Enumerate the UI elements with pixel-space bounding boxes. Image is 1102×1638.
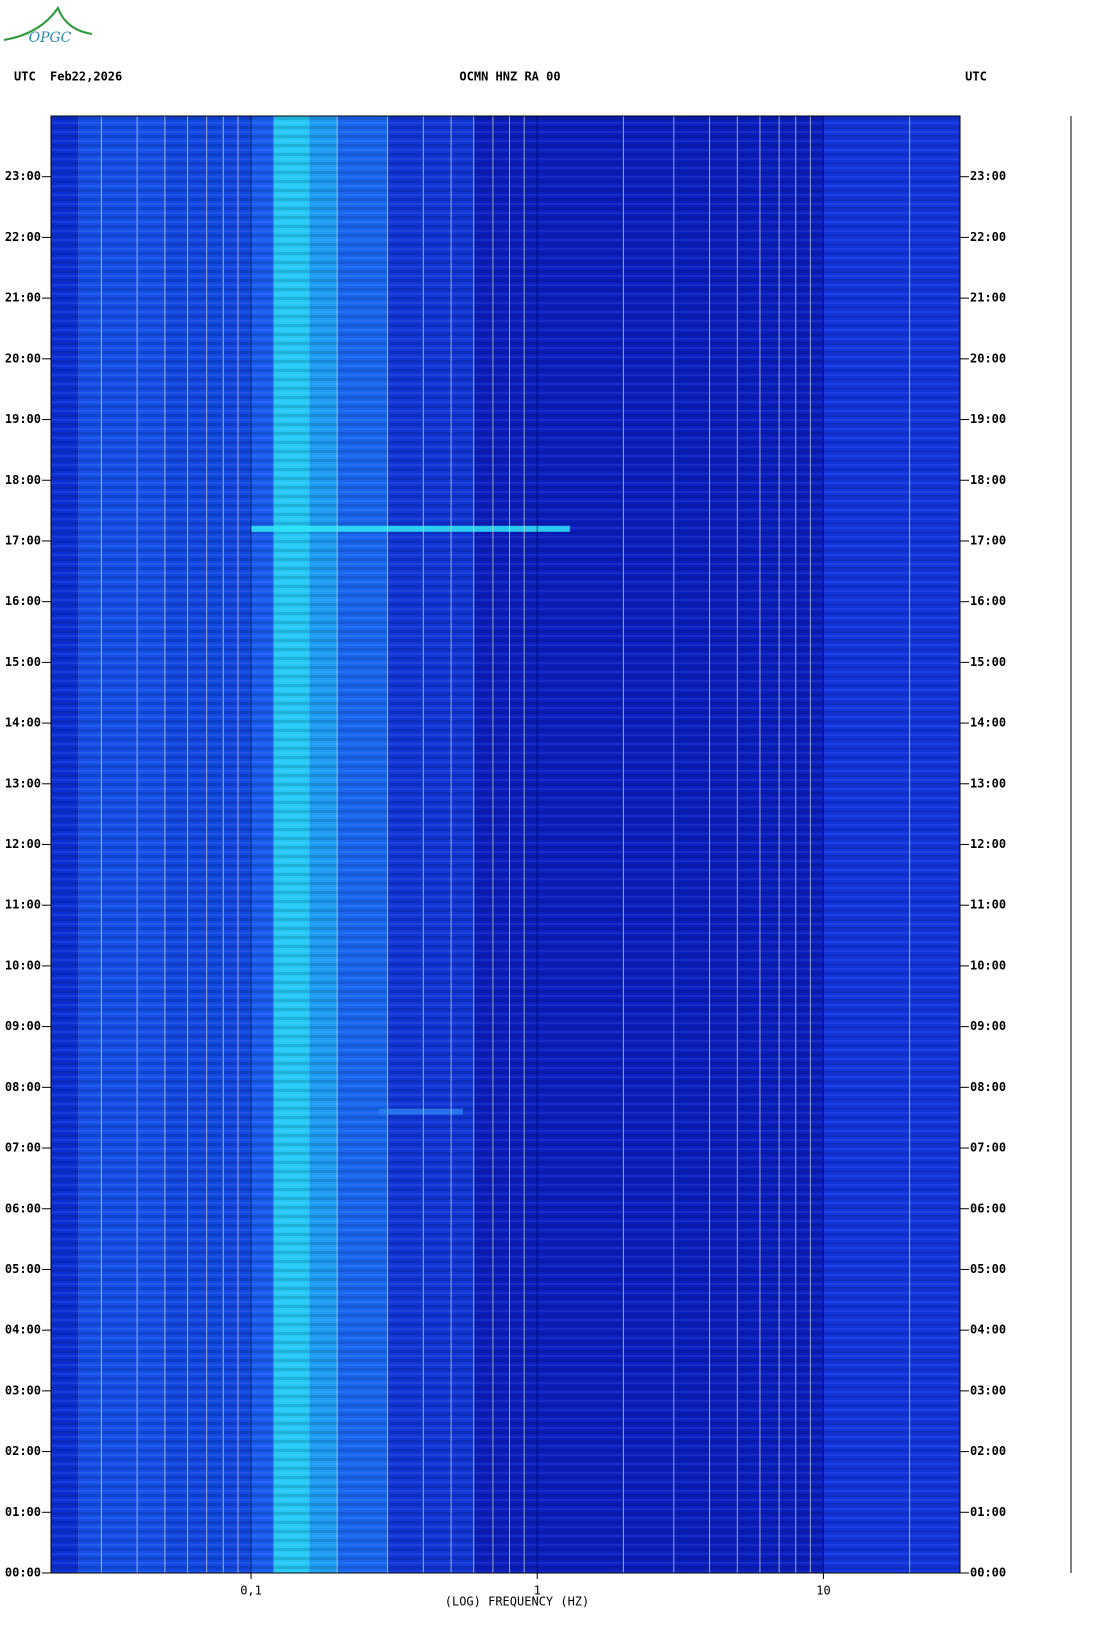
y-tick-label: 22:00 <box>5 230 41 244</box>
y-tick-label-right: 20:00 <box>970 351 1006 365</box>
y-tick-label-right: 04:00 <box>970 1323 1006 1337</box>
y-tick-label-right: 19:00 <box>970 412 1006 426</box>
y-tick-label: 23:00 <box>5 169 41 183</box>
y-tick-label-right: 00:00 <box>970 1566 1006 1580</box>
y-tick-label-right: 17:00 <box>970 533 1006 547</box>
y-tick-label: 14:00 <box>5 716 41 730</box>
y-tick-label: 18:00 <box>5 473 41 487</box>
x-tick-label: 10 <box>816 1584 830 1598</box>
y-tick-label: 15:00 <box>5 655 41 669</box>
y-tick-label: 01:00 <box>5 1505 41 1519</box>
y-tick-label-right: 08:00 <box>970 1080 1006 1094</box>
y-tick-label-right: 02:00 <box>970 1444 1006 1458</box>
y-tick-label: 19:00 <box>5 412 41 426</box>
y-tick-label-right: 15:00 <box>970 655 1006 669</box>
y-tick-label-right: 22:00 <box>970 230 1006 244</box>
y-tick-label-right: 23:00 <box>970 169 1006 183</box>
y-tick-label-right: 06:00 <box>970 1201 1006 1215</box>
x-tick-label: 0,1 <box>240 1584 262 1598</box>
plot-frame <box>50 115 961 1574</box>
y-tick-label-right: 21:00 <box>970 291 1006 305</box>
y-tick-label-right: 10:00 <box>970 958 1006 972</box>
y-tick-label-right: 18:00 <box>970 473 1006 487</box>
texture <box>51 116 960 1573</box>
y-tick-label-right: 05:00 <box>970 1262 1006 1276</box>
y-tick-label: 04:00 <box>5 1323 41 1337</box>
y-tick-label-right: 16:00 <box>970 594 1006 608</box>
y-tick-label: 07:00 <box>5 1141 41 1155</box>
left-label: UTC <box>14 70 36 84</box>
y-tick-label-right: 09:00 <box>970 1019 1006 1033</box>
y-tick-label: 17:00 <box>5 533 41 547</box>
logo-arc <box>3 5 93 41</box>
event <box>251 525 570 532</box>
x-tick-label: 1 <box>534 1584 541 1598</box>
y-tick-label: 09:00 <box>5 1019 41 1033</box>
y-tick-label-right: 13:00 <box>970 776 1006 790</box>
y-tick-label: 08:00 <box>5 1080 41 1094</box>
y-tick-label: 00:00 <box>5 1566 41 1580</box>
y-tick-label-right: 14:00 <box>970 716 1006 730</box>
date: Feb22,2026 <box>50 70 122 84</box>
chart-title: OCMN HNZ RA 00 <box>459 70 560 84</box>
y-tick-label-right: 12:00 <box>970 837 1006 851</box>
y-tick-label-right: 01:00 <box>970 1505 1006 1519</box>
y-tick-label: 03:00 <box>5 1383 41 1397</box>
y-tick-label-right: 07:00 <box>970 1141 1006 1155</box>
y-tick-label: 16:00 <box>5 594 41 608</box>
y-tick-label: 11:00 <box>5 898 41 912</box>
x-axis-label: (LOG) FREQUENCY (HZ) <box>445 1595 590 1609</box>
y-tick-label: 21:00 <box>5 291 41 305</box>
y-tick-label: 13:00 <box>5 776 41 790</box>
y-tick-label: 05:00 <box>5 1262 41 1276</box>
y-tick-label: 06:00 <box>5 1201 41 1215</box>
right-label: UTC <box>965 70 987 84</box>
y-tick-label: 02:00 <box>5 1444 41 1458</box>
y-tick-label: 10:00 <box>5 958 41 972</box>
y-tick-label: 12:00 <box>5 837 41 851</box>
y-tick-label-right: 03:00 <box>970 1383 1006 1397</box>
event <box>379 1108 463 1115</box>
y-tick-label-right: 11:00 <box>970 898 1006 912</box>
y-tick-label: 20:00 <box>5 351 41 365</box>
logo-text: OPGC <box>29 30 72 46</box>
